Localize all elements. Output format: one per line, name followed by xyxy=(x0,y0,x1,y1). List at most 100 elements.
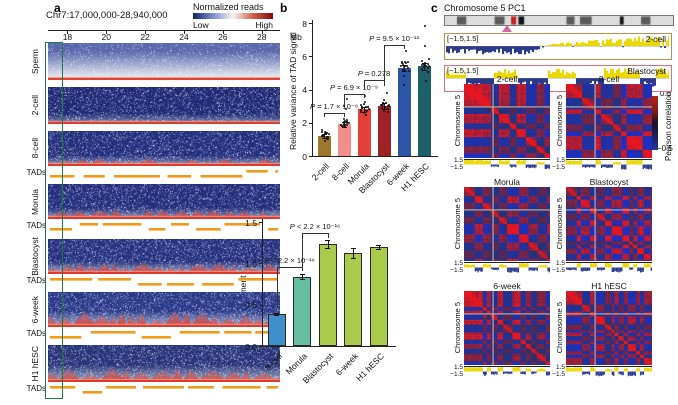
scatter-dot xyxy=(386,110,389,113)
hic-row-label: 2-cell xyxy=(30,95,40,116)
reads-colorbar-title: Normalized reads xyxy=(193,2,264,12)
pearson-heatmap-h1-hesc xyxy=(566,291,652,365)
centromere-marker-icon xyxy=(502,25,512,32)
pc1-mini-track-6-week xyxy=(464,366,550,377)
sig-bracket xyxy=(344,94,364,96)
scatter-dot xyxy=(345,121,348,124)
scatter-dot xyxy=(425,64,428,67)
scatter-dot xyxy=(320,128,323,131)
heatmap-title: H1 hESC xyxy=(591,281,627,291)
pc1-track-blastocyst xyxy=(445,66,669,89)
pearson-heatmap-blastocyst xyxy=(566,187,652,261)
scatter-dot xyxy=(423,65,426,68)
chart-d-ytick xyxy=(259,263,262,265)
heatmap-ylabel-wrap: Chromosome 5 xyxy=(554,187,564,261)
chart-b-ytick xyxy=(309,56,312,58)
chart-b-ytick-label: 6 xyxy=(302,51,307,62)
chart-b-ytick-label: 8 xyxy=(302,18,307,29)
mini-axis-top-label: 1.5 xyxy=(555,364,565,371)
region-highlight-box xyxy=(45,42,63,399)
mini-axis-top-label: 1.5 xyxy=(555,260,565,267)
sig-label: P = 0.278 xyxy=(357,68,391,78)
chart-b-bar-morula xyxy=(357,109,371,156)
genomic-axis-tick-label: 18 xyxy=(62,32,73,42)
sig-bracket xyxy=(324,112,344,114)
pearson-colorbar-bottom-label: −0.5 xyxy=(657,144,673,153)
mini-axis-top-label: 1.5 xyxy=(453,364,463,371)
scatter-dot xyxy=(345,119,348,122)
heatmap-ylabel: Chromosome 5 xyxy=(452,302,462,354)
chart-b-bar-blastocyst xyxy=(377,106,391,156)
scatter-dot xyxy=(324,131,327,134)
hic-map-8-cell xyxy=(48,131,280,166)
chart-b-bar-h1-hesc xyxy=(417,66,431,156)
scatter-dot xyxy=(423,25,426,28)
genomic-axis-tick xyxy=(106,30,108,34)
tads-label: TADs xyxy=(26,168,46,177)
pc1-mini-track-2-cell xyxy=(464,159,550,170)
pearson-colorbar-gradient xyxy=(650,96,658,150)
error-bar xyxy=(276,312,278,315)
tads-track-blastocyst xyxy=(48,277,280,287)
scatter-dot xyxy=(404,70,407,73)
scatter-dot xyxy=(382,104,385,107)
scatter-dot xyxy=(426,62,429,65)
error-bar-cap xyxy=(376,248,382,250)
hic-row-label-wrap: H1 hESC xyxy=(26,345,44,382)
scatter-dot xyxy=(343,125,346,128)
chart-b-ytick-label: 2 xyxy=(302,118,307,129)
scatter-dot xyxy=(427,64,430,67)
scatter-dot xyxy=(347,121,350,124)
scatter-dot xyxy=(403,83,406,86)
genomic-axis-line xyxy=(48,30,280,31)
panel-a-label: a xyxy=(54,1,61,15)
panel-c-label: c xyxy=(431,1,438,15)
heatmap-title: 8-cell xyxy=(598,74,620,84)
heatmap-ylabel-wrap: Chromosome 5 xyxy=(554,84,564,158)
tads-track-h1-hesc xyxy=(48,385,280,395)
heatmap-ylabel: Chromosome 5 xyxy=(554,198,564,250)
heatmap-ylabel-wrap: Chromosome 5 xyxy=(452,187,462,261)
chart-d-ytick xyxy=(259,222,262,223)
chart-d-ytick-label: 1.0 xyxy=(245,258,257,269)
scatter-dot xyxy=(420,59,423,62)
sig-bracket xyxy=(302,232,328,234)
pc1-mini-track-h1-hesc xyxy=(566,366,652,377)
reads-colorbar-gradient xyxy=(193,13,273,19)
chart-d-bar-morula xyxy=(293,276,312,346)
panel-a-title: Chr7:17,000,000-28,940,000 xyxy=(46,10,168,21)
error-bar-cap xyxy=(350,257,356,259)
scatter-dot xyxy=(404,61,407,64)
tads-label: TADs xyxy=(26,329,46,338)
mini-axis-bottom-label: −1.5 xyxy=(552,267,565,274)
scatter-dot xyxy=(427,70,430,73)
pc1-range-label: [−1.5,1.5] xyxy=(447,34,479,43)
scatter-dot xyxy=(400,64,403,67)
chart-d-baseline xyxy=(262,346,396,347)
scatter-dot xyxy=(403,74,406,77)
scatter-dot xyxy=(326,137,329,140)
mini-axis-top-label: 1.5 xyxy=(453,260,463,267)
chart-d-yaxis-line xyxy=(262,219,263,346)
chart-b-baseline xyxy=(312,156,438,157)
hic-row-label: H1 hESC xyxy=(30,345,40,382)
scatter-dot xyxy=(387,105,390,108)
pearson-heatmap-8-cell xyxy=(566,84,652,158)
pc1-mini-track-blastocyst xyxy=(566,262,652,273)
mini-axis-bottom-label: −1.5 xyxy=(450,164,463,171)
hic-row-label-wrap: 6-week xyxy=(26,292,44,327)
scatter-dot xyxy=(346,123,349,126)
hic-row-label-wrap: 8-cell xyxy=(26,131,44,166)
chart-d-bar-6-week xyxy=(344,252,363,346)
hic-row-label: Sperm xyxy=(30,48,40,75)
error-bar-cap xyxy=(421,69,427,71)
tads-label: TADs xyxy=(26,384,46,393)
genomic-axis-tick xyxy=(67,30,69,34)
scatter-dot xyxy=(420,63,423,66)
scatter-dot xyxy=(405,50,408,53)
error-bar xyxy=(364,106,365,112)
error-bar-cap xyxy=(325,240,331,242)
heatmap-ylabel-wrap: Chromosome 5 xyxy=(554,291,564,365)
scatter-dot xyxy=(407,60,410,63)
scatter-dot xyxy=(421,68,424,71)
